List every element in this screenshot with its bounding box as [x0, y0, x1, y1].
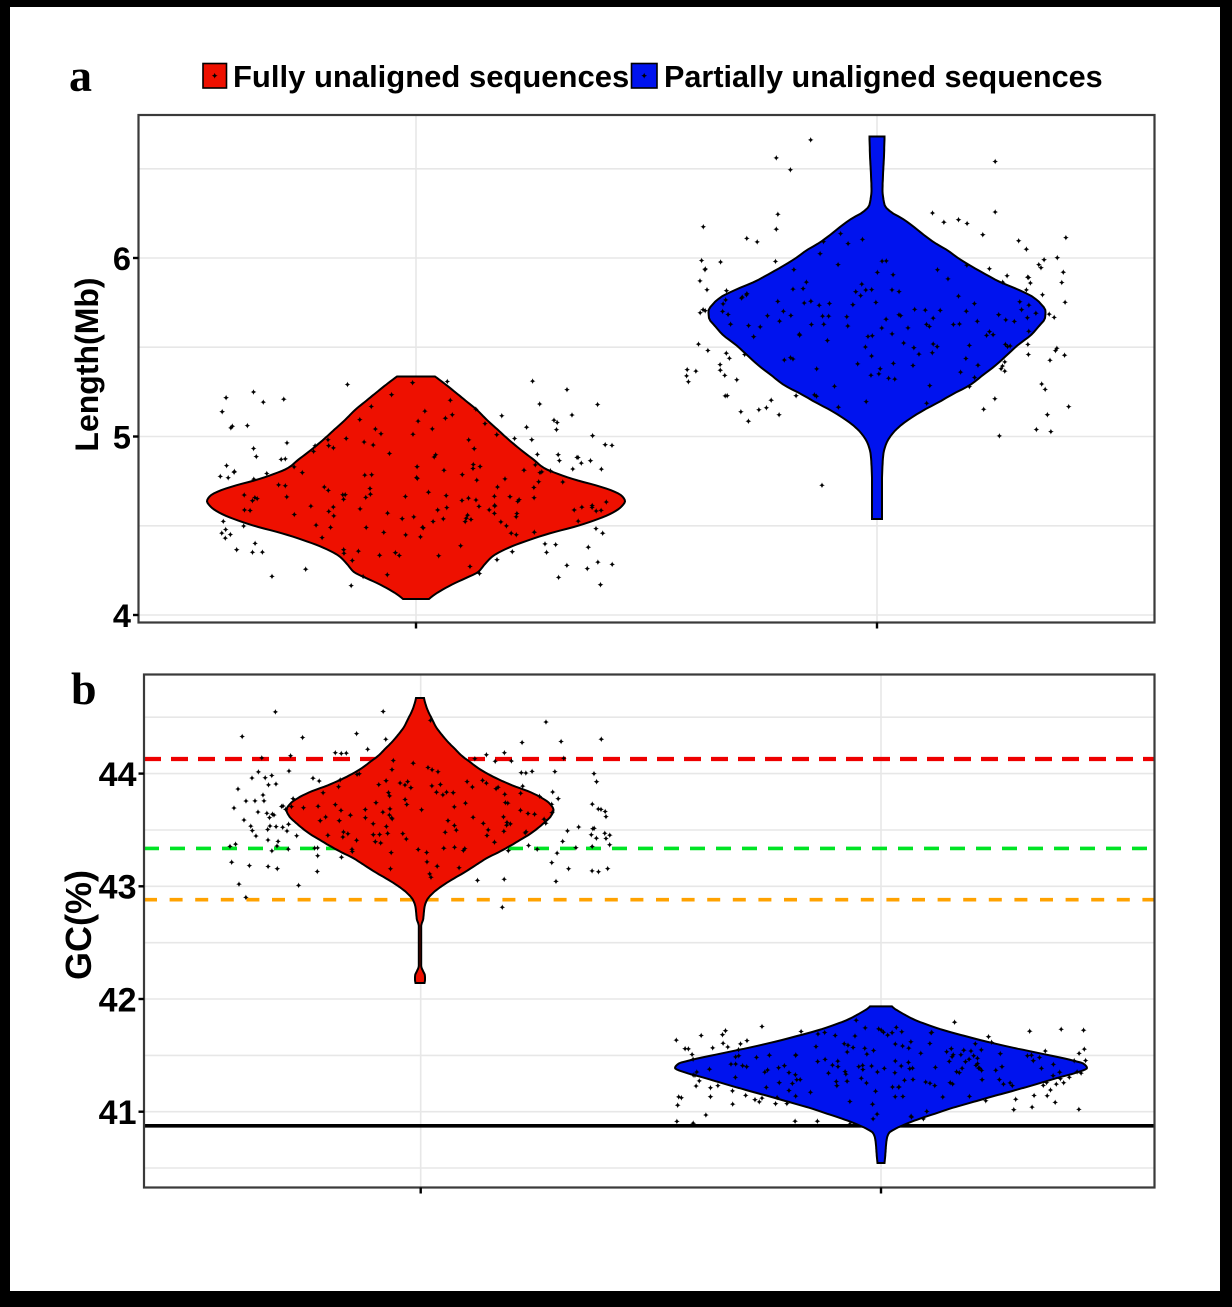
- svg-text:Partially unaligned sequences: Partially unaligned sequences: [664, 60, 1103, 94]
- svg-text:41: 41: [99, 1094, 137, 1132]
- svg-text:42: 42: [99, 981, 137, 1019]
- svg-text:Fully unaligned sequences: Fully unaligned sequences: [233, 59, 629, 94]
- svg-text:6: 6: [113, 241, 131, 277]
- svg-text:5: 5: [113, 419, 131, 455]
- svg-text:43: 43: [99, 869, 137, 907]
- svg-text:GC(%): GC(%): [58, 870, 99, 980]
- svg-text:44: 44: [99, 756, 137, 794]
- svg-text:b: b: [71, 663, 97, 714]
- svg-text:Length(Mb): Length(Mb): [69, 277, 105, 451]
- svg-text:a: a: [69, 50, 92, 101]
- svg-text:4: 4: [113, 598, 131, 634]
